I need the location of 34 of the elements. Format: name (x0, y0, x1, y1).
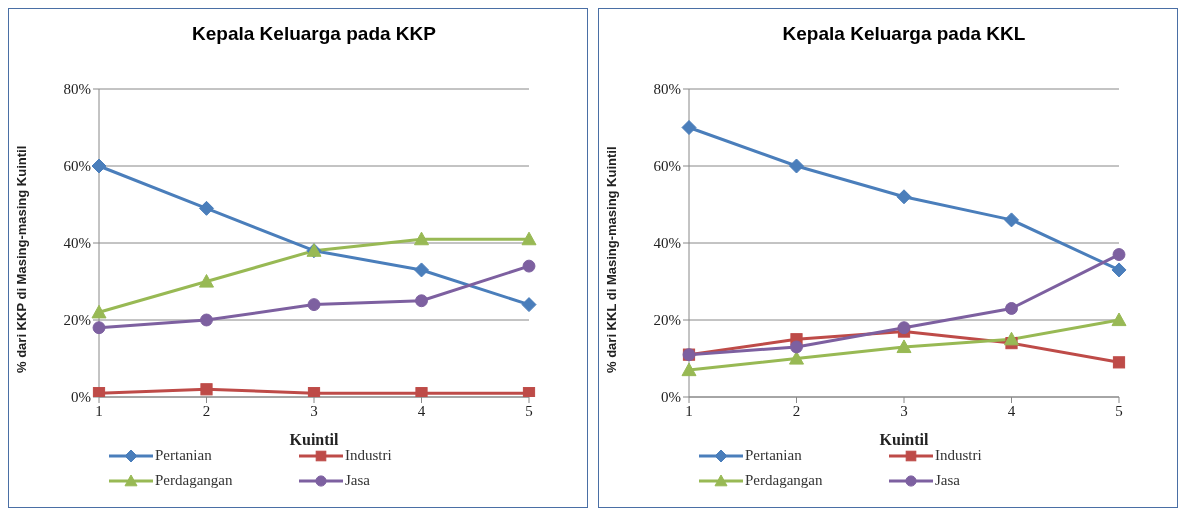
x-tick-label: 5 (1115, 402, 1123, 419)
x-tick-label: 3 (310, 402, 318, 419)
y-axis-title: % dari KKL di Masing-masing Kuintil (603, 146, 619, 373)
y-tick-label: 60% (653, 158, 681, 175)
y-tick-label: 80% (63, 81, 91, 98)
y-tick-label: 0% (661, 389, 681, 406)
y-tick-label: 80% (653, 81, 681, 98)
legend-label: Pertanian (155, 447, 212, 464)
y-tick-label: 20% (653, 312, 681, 329)
x-axis-title: Kuintil (289, 431, 340, 448)
x-tick-label: 3 (900, 402, 908, 419)
x-tick-label: 2 (792, 402, 801, 419)
x-tick-label: 2 (202, 402, 211, 419)
legend-label: Industri (345, 447, 392, 464)
x-axis-title: Kuintil (879, 431, 930, 448)
x-tick-label: 4 (1007, 402, 1016, 419)
legend-label: Industri (935, 447, 982, 464)
x-tick-label: 5 (525, 402, 533, 419)
y-tick-label: 40% (653, 235, 681, 252)
legend-label: Pertanian (745, 447, 802, 464)
legend-label: Perdagangan (155, 472, 233, 489)
chart-title: Kepala Keluarga pada KKL (781, 23, 1027, 45)
legend-label: Jasa (935, 472, 960, 489)
x-tick-label: 1 (685, 402, 693, 419)
y-tick-label: 60% (63, 158, 91, 175)
y-axis-title: % dari KKP di Masing-masing Kuintil (13, 145, 29, 373)
x-tick-label: 1 (95, 402, 103, 419)
legend-label: Jasa (345, 472, 370, 489)
x-tick-label: 4 (417, 402, 426, 419)
y-tick-label: 40% (63, 235, 91, 252)
legend-label: Perdagangan (745, 472, 823, 489)
y-tick-label: 20% (63, 312, 91, 329)
chart-title: Kepala Keluarga pada KKP (191, 23, 437, 45)
y-tick-label: 0% (71, 389, 91, 406)
